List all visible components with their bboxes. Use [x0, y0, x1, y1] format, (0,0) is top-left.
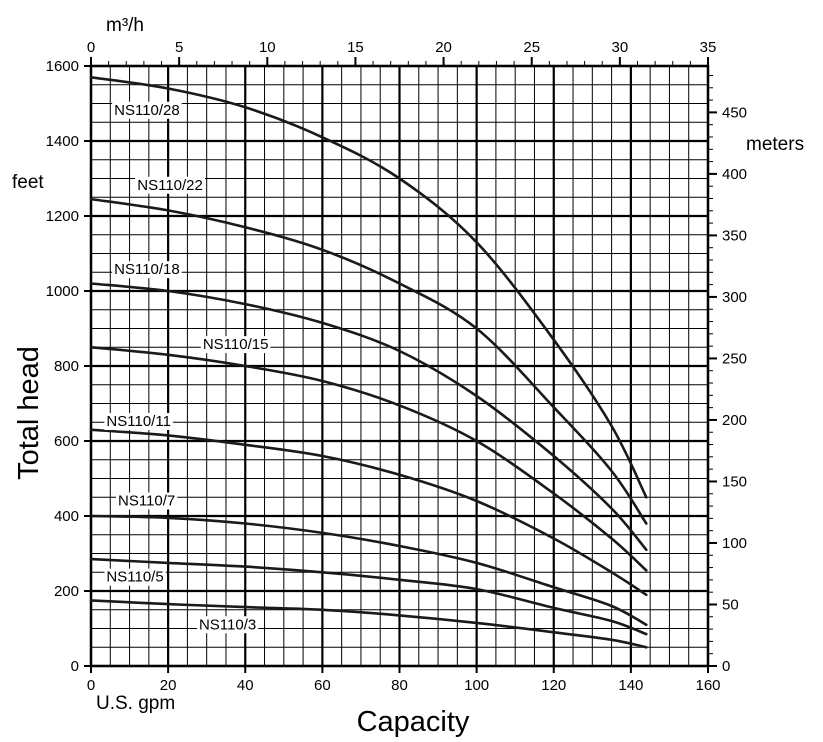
y2-tick-label: 50: [722, 596, 739, 613]
curve-label: NS110/11: [106, 413, 171, 430]
grid: [89, 64, 710, 668]
curve-ns110-5: [89, 557, 648, 636]
x-tick-label: 0: [87, 677, 95, 694]
y2-tick-label: 200: [722, 412, 747, 429]
x-axis-title: Capacity: [357, 706, 470, 738]
curve-label: NS110/7: [118, 493, 175, 510]
curve-label-background: [135, 176, 205, 194]
curve-label: NS110/5: [106, 569, 163, 586]
x2-tick-label: 20: [435, 39, 452, 56]
curve-label-background: [115, 492, 178, 510]
x-tick-label: 160: [695, 677, 720, 694]
y-tick-label: 200: [54, 583, 79, 600]
y-tick-label: 800: [54, 358, 79, 375]
x2-tick-label: 30: [612, 39, 629, 56]
curve-label: NS110/18: [114, 261, 180, 278]
y-axis-title: Total head: [13, 346, 45, 480]
curve-ns110-3: [89, 599, 648, 649]
curve-ns110-11: [89, 428, 648, 597]
curve-label: NS110/3: [199, 616, 256, 633]
bottom-axis-unit-label: U.S. gpm: [96, 693, 175, 714]
top-axis-unit-label: m³/h: [106, 15, 144, 36]
curve-label-background: [200, 336, 271, 354]
curve-label-background: [104, 413, 173, 430]
x-tick-label: 60: [314, 677, 331, 694]
y-tick-label: 600: [54, 433, 79, 450]
curve-label: NS110/28: [114, 102, 180, 119]
y-tick-label: 0: [71, 658, 79, 675]
curve-label-background: [196, 616, 259, 634]
y2-tick-label: 350: [722, 227, 747, 244]
x2-tick-label: 0: [87, 39, 95, 56]
x-tick-label: 140: [618, 677, 643, 694]
y2-tick-label: 0: [722, 658, 730, 675]
curve-ns110-22: [89, 197, 648, 525]
y2-tick-label: 400: [722, 166, 747, 183]
right-axis-unit-label: meters: [746, 134, 804, 155]
x2-tick-label: 15: [347, 39, 364, 56]
x-tick-label: 20: [160, 677, 177, 694]
x2-tick-label: 5: [175, 39, 183, 56]
y2-tick-label: 250: [722, 350, 747, 367]
curve-label-background: [112, 101, 182, 119]
curve-ns110-28: [89, 76, 648, 499]
x-tick-label: 120: [541, 677, 566, 694]
curve-label: NS110/15: [203, 336, 269, 353]
x2-tick-label: 35: [700, 39, 717, 56]
y-tick-label: 1200: [46, 208, 79, 225]
curve-ns110-15: [89, 346, 648, 572]
x2-tick-label: 25: [523, 39, 540, 56]
y-tick-label: 1600: [46, 58, 79, 75]
x-tick-label: 40: [237, 677, 254, 694]
performance-curves: [89, 76, 648, 649]
curve-ns110-7: [89, 514, 648, 627]
curve-label-background: [104, 568, 166, 586]
x-tick-label: 80: [391, 677, 408, 694]
y-tick-label: 1400: [46, 133, 79, 150]
y-tick-label: 1000: [46, 283, 79, 300]
left-axis-unit-label: feet: [12, 172, 44, 193]
curve-ns110-18: [89, 282, 648, 552]
y2-tick-label: 300: [722, 289, 747, 306]
y2-tick-label: 450: [722, 104, 747, 121]
curve-label-background: [112, 261, 182, 279]
y-tick-label: 400: [54, 508, 79, 525]
x2-tick-label: 10: [259, 39, 276, 56]
x-tick-label: 100: [464, 677, 489, 694]
y2-tick-label: 150: [722, 473, 747, 490]
curve-label: NS110/22: [137, 177, 203, 194]
curve-labels: NS110/28 NS110/22 NS110/18 NS110/15 NS110/11…: [104, 101, 271, 634]
axes: 0 20 40 60 80 100 120 140 1600200400600800100012…: [46, 39, 747, 694]
y2-tick-label: 100: [722, 535, 747, 552]
